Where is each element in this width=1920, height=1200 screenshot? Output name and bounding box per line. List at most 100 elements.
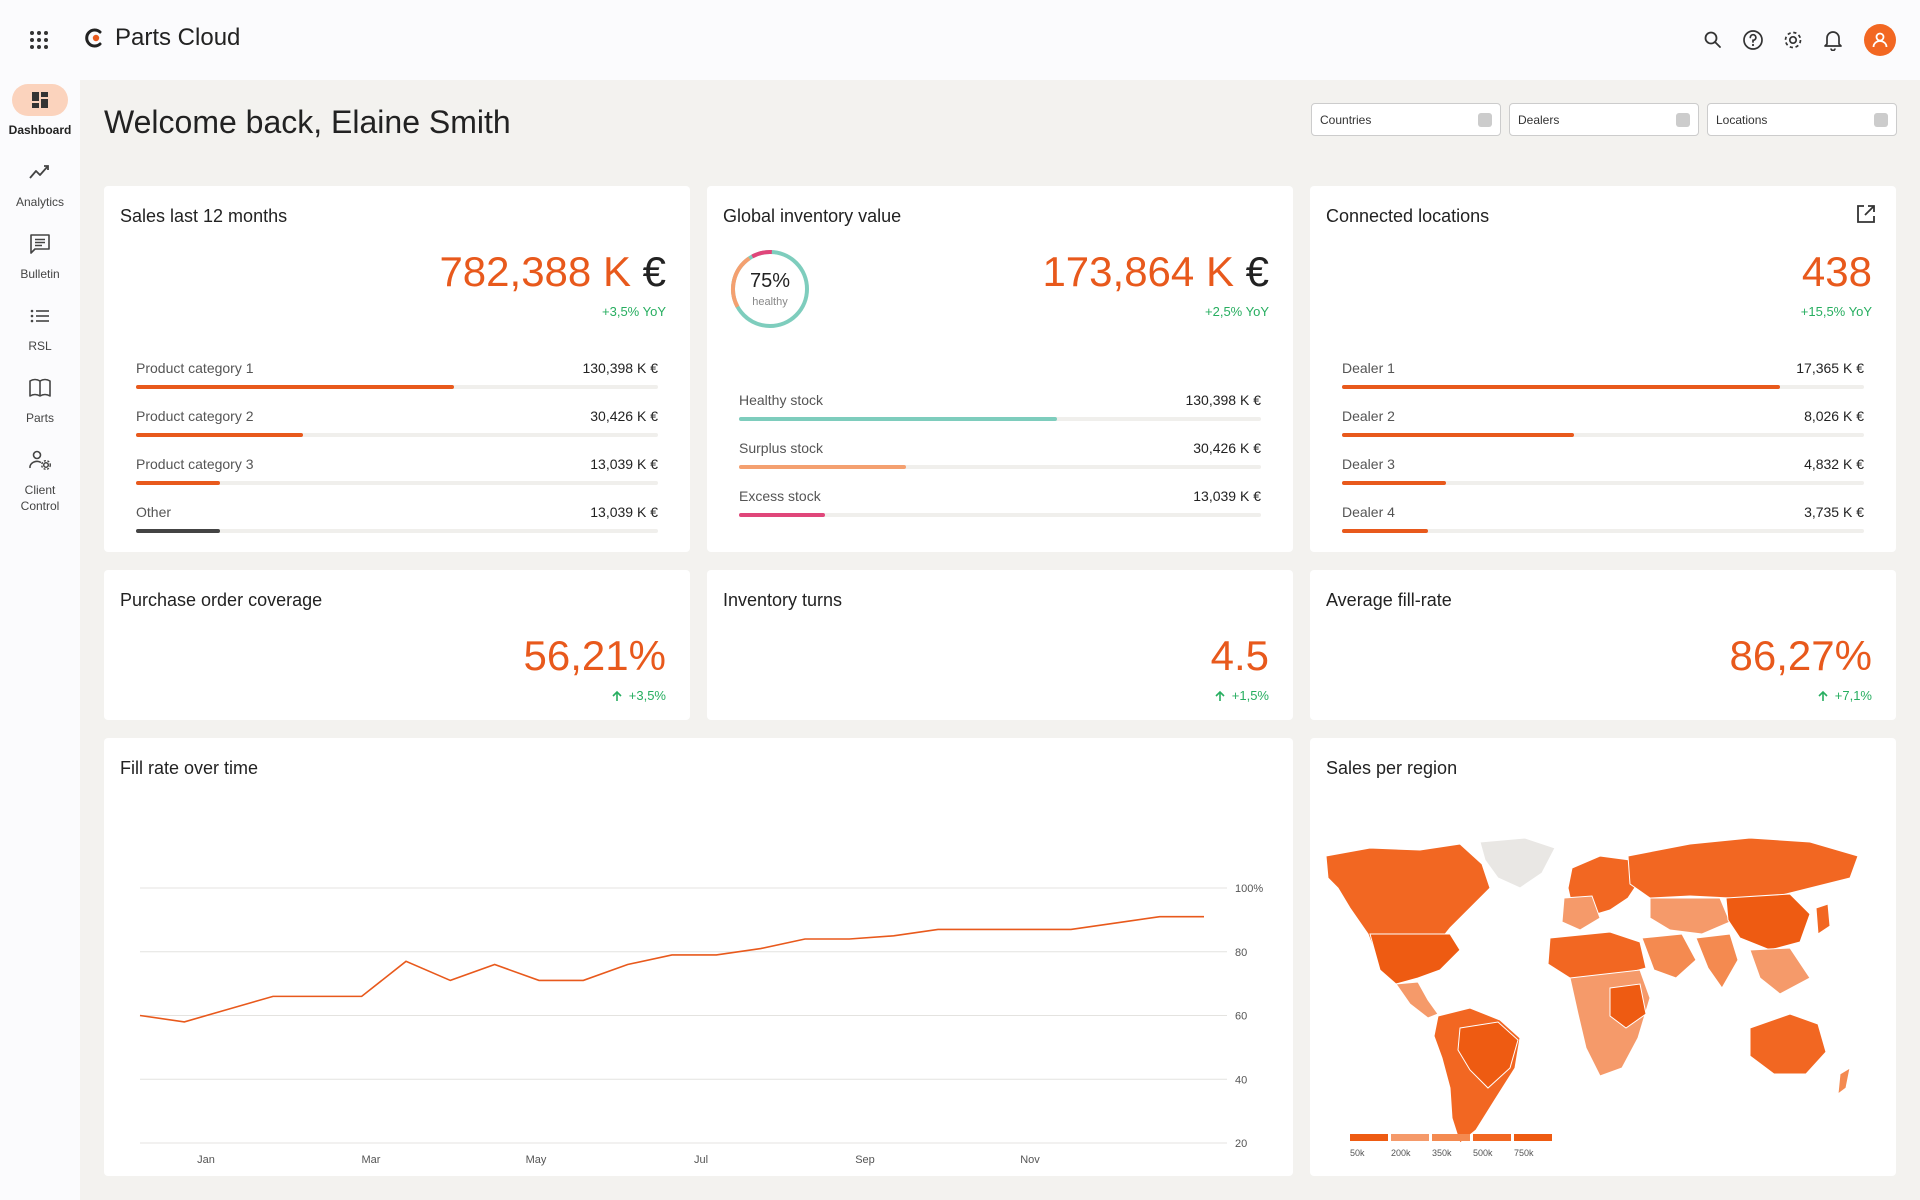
kpi-value: 4.5 <box>1210 632 1269 679</box>
list-item: Dealer 3 4,832 K € <box>1342 456 1864 504</box>
filter-bar: Countries Dealers Locations <box>1311 103 1897 136</box>
kpi-delta: +3,5% <box>611 688 666 703</box>
legend-label: 750k <box>1514 1148 1534 1158</box>
gauge-label: healthy <box>752 296 788 308</box>
region-west-europe[interactable] <box>1561 895 1601 931</box>
sidebar-item-analytics[interactable]: Analytics <box>0 156 80 210</box>
card-title: Purchase order coverage <box>120 590 323 610</box>
region-east-africa[interactable] <box>1609 983 1647 1029</box>
sidebar-item-label: RSL <box>28 339 52 353</box>
sidebar-item-bulletin[interactable]: Bulletin <box>0 228 80 282</box>
fill-rate-line-chart: 20 40 60 80 100% Jan Mar May Jul Sep Nov <box>139 883 1263 1166</box>
list-item: Dealer 1 17,365 K € <box>1342 360 1864 408</box>
fill-rate-card: Average fill-rate 86,27% +7,1% <box>1310 570 1896 720</box>
row-label: Dealer 4 <box>1342 504 1395 520</box>
chart-title: Fill rate over time <box>120 758 259 778</box>
x-tick-label: Jul <box>694 1154 708 1166</box>
bulletin-icon <box>30 234 50 254</box>
region-middle-east[interactable] <box>1641 933 1697 979</box>
sidebar-item-label: Bulletin <box>20 267 60 281</box>
help-icon[interactable] <box>1740 27 1766 53</box>
world-map[interactable]: 50k 200k 350k 500k 750k <box>1310 738 1896 1176</box>
list-item: Product category 2 30,426 K € <box>136 408 658 456</box>
sidebar-item-label: Dashboard <box>8 123 72 137</box>
y-tick-label: 20 <box>1235 1138 1247 1150</box>
sales-card: Sales last 12 months 782,388 K € +3,5% Y… <box>104 186 690 552</box>
clear-icon[interactable] <box>1478 112 1492 127</box>
fill-rate-chart-card: Fill rate over time 20 40 60 80 100% Jan Mar Ma… <box>104 738 1293 1176</box>
avatar[interactable] <box>1864 24 1896 56</box>
card-title: Inventory turns <box>723 590 843 610</box>
currency-symbol: € <box>1245 248 1269 295</box>
region-usa[interactable] <box>1369 933 1461 985</box>
row-value: 130,398 K € <box>1185 392 1261 408</box>
top-bar: Parts Cloud <box>0 0 1920 80</box>
list-item: Dealer 4 3,735 K € <box>1342 504 1864 552</box>
gear-icon[interactable] <box>1780 27 1806 53</box>
region-central-america[interactable] <box>1395 981 1439 1019</box>
dealer-list: Dealer 1 17,365 K € Dealer 2 8,026 K € Dea… <box>1342 360 1864 552</box>
region-greenland[interactable] <box>1479 837 1556 889</box>
sales-region-card: Sales per region <box>1310 738 1896 1176</box>
series-line <box>139 915 1204 1023</box>
sidebar-item-parts[interactable]: Parts <box>0 372 80 426</box>
locations-card: Connected locations 438 +15,5% YoY Deale… <box>1310 186 1896 552</box>
row-value: 3,735 K € <box>1804 504 1864 520</box>
bell-icon[interactable] <box>1820 27 1846 53</box>
brand[interactable]: Parts Cloud <box>85 24 240 52</box>
region-southeast-asia[interactable] <box>1749 947 1811 995</box>
clear-icon[interactable] <box>1676 112 1690 127</box>
region-australia[interactable] <box>1749 1013 1827 1075</box>
dealers-filter[interactable]: Dealers <box>1509 103 1699 136</box>
region-china[interactable] <box>1725 893 1811 951</box>
countries-filter[interactable]: Countries <box>1311 103 1501 136</box>
progress-bar <box>739 513 826 517</box>
gauge-value: 75% <box>749 270 791 292</box>
app-name: Parts Cloud <box>115 24 241 51</box>
row-label: Healthy stock <box>739 392 824 408</box>
x-tick-label: Jan <box>197 1154 215 1166</box>
row-label: Product category 2 <box>136 408 254 424</box>
apps-grid-icon[interactable] <box>30 31 48 49</box>
sidebar: Dashboard Analytics Bulletin RSL Parts C… <box>0 80 80 1200</box>
clear-icon[interactable] <box>1874 112 1888 127</box>
legend-swatch <box>1391 1134 1429 1141</box>
progress-bar <box>1342 385 1781 389</box>
region-japan[interactable] <box>1815 903 1831 935</box>
region-brazil[interactable] <box>1457 1021 1519 1089</box>
locations-filter-label: Locations <box>1716 112 1768 127</box>
sidebar-item-dashboard[interactable]: Dashboard <box>0 84 80 138</box>
card-title: Global inventory value <box>723 206 902 226</box>
region-india[interactable] <box>1695 933 1739 989</box>
open-external-icon[interactable] <box>1854 202 1878 226</box>
legend-label: 200k <box>1391 1148 1411 1158</box>
progress-bar <box>136 529 220 533</box>
main-content: Welcome back, Elaine Smith Countries Dea… <box>80 80 1920 1200</box>
legend-swatch <box>1514 1134 1552 1141</box>
countries-filter-label: Countries <box>1320 112 1372 127</box>
locations-filter[interactable]: Locations <box>1707 103 1897 136</box>
list-item: Excess stock 13,039 K € <box>739 488 1261 536</box>
sidebar-item-rsl[interactable]: RSL <box>0 300 80 354</box>
locations-value: 438 <box>1801 248 1872 295</box>
region-russia[interactable] <box>1627 837 1859 899</box>
progress-bar <box>136 385 455 389</box>
inventory-card: Global inventory value 75% healthy 173,8… <box>707 186 1293 552</box>
sales-amount: 782,388 K <box>439 248 631 295</box>
row-label: Dealer 3 <box>1342 456 1395 472</box>
sidebar-item-label: Client Control <box>20 483 60 513</box>
region-new-zealand[interactable] <box>1837 1066 1851 1096</box>
row-value: 13,039 K € <box>590 456 658 472</box>
y-tick-label: 40 <box>1235 1074 1247 1086</box>
search-icon[interactable] <box>1700 27 1726 53</box>
region-central-asia[interactable] <box>1649 897 1731 935</box>
dealers-filter-label: Dealers <box>1518 112 1560 127</box>
book-icon <box>29 378 51 397</box>
card-title: Average fill-rate <box>1326 590 1452 610</box>
map-legend: 50k 200k 350k 500k 750k <box>1350 1134 1552 1158</box>
row-value: 13,039 K € <box>1193 488 1261 504</box>
y-tick-label: 100% <box>1235 883 1263 895</box>
sidebar-item-client-control[interactable]: Client Control <box>0 444 80 514</box>
kpi-delta: +7,1% <box>1817 688 1872 703</box>
progress-bar <box>739 417 1058 421</box>
